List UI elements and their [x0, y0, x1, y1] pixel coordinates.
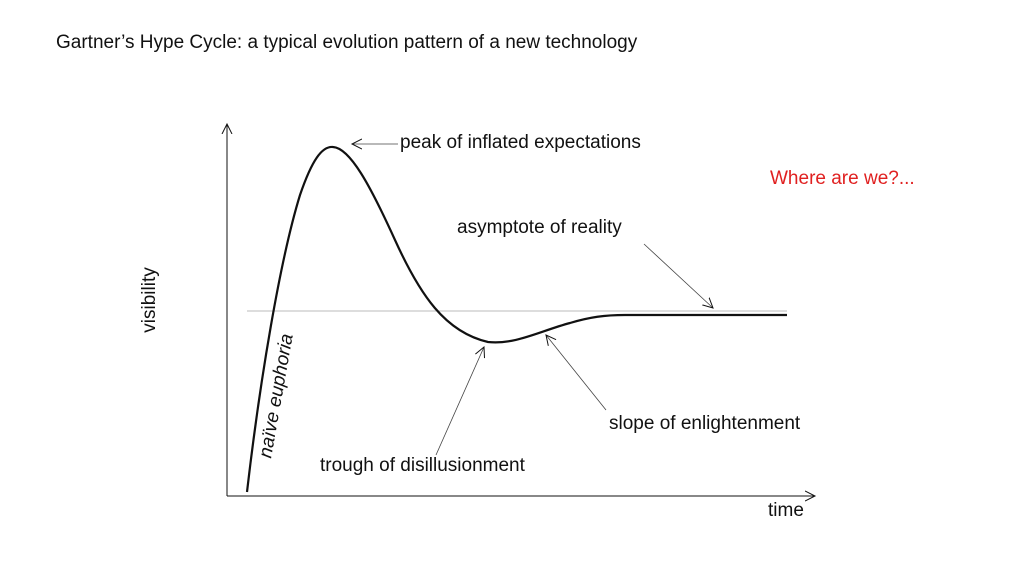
- asymptote-label: asymptote of reality: [457, 217, 622, 238]
- slide-title: Gartner’s Hype Cycle: a typical evolutio…: [56, 32, 638, 53]
- trough-pointer-arrow: [435, 347, 484, 456]
- slope-label: slope of enlightenment: [609, 413, 801, 434]
- slope-pointer-arrow: [546, 335, 607, 411]
- peak-label: peak of inflated expectations: [400, 132, 641, 153]
- y-axis-label: visibility: [139, 267, 160, 333]
- x-axis-label: time: [768, 500, 804, 521]
- hype-curve: [245, 145, 787, 493]
- trough-label: trough of disillusionment: [320, 455, 525, 476]
- where-are-we-label: Where are we?...: [770, 168, 915, 189]
- asymptote-pointer-arrow: [643, 243, 713, 308]
